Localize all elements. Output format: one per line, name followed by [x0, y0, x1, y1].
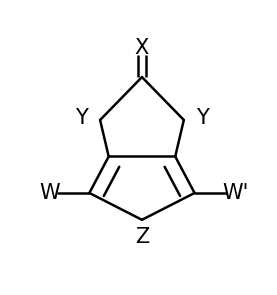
- Text: Z: Z: [135, 227, 149, 247]
- Text: Y: Y: [75, 108, 88, 128]
- Text: X: X: [135, 38, 149, 58]
- Text: W: W: [39, 183, 60, 203]
- Text: W': W': [222, 183, 248, 203]
- Text: Y: Y: [196, 108, 209, 128]
